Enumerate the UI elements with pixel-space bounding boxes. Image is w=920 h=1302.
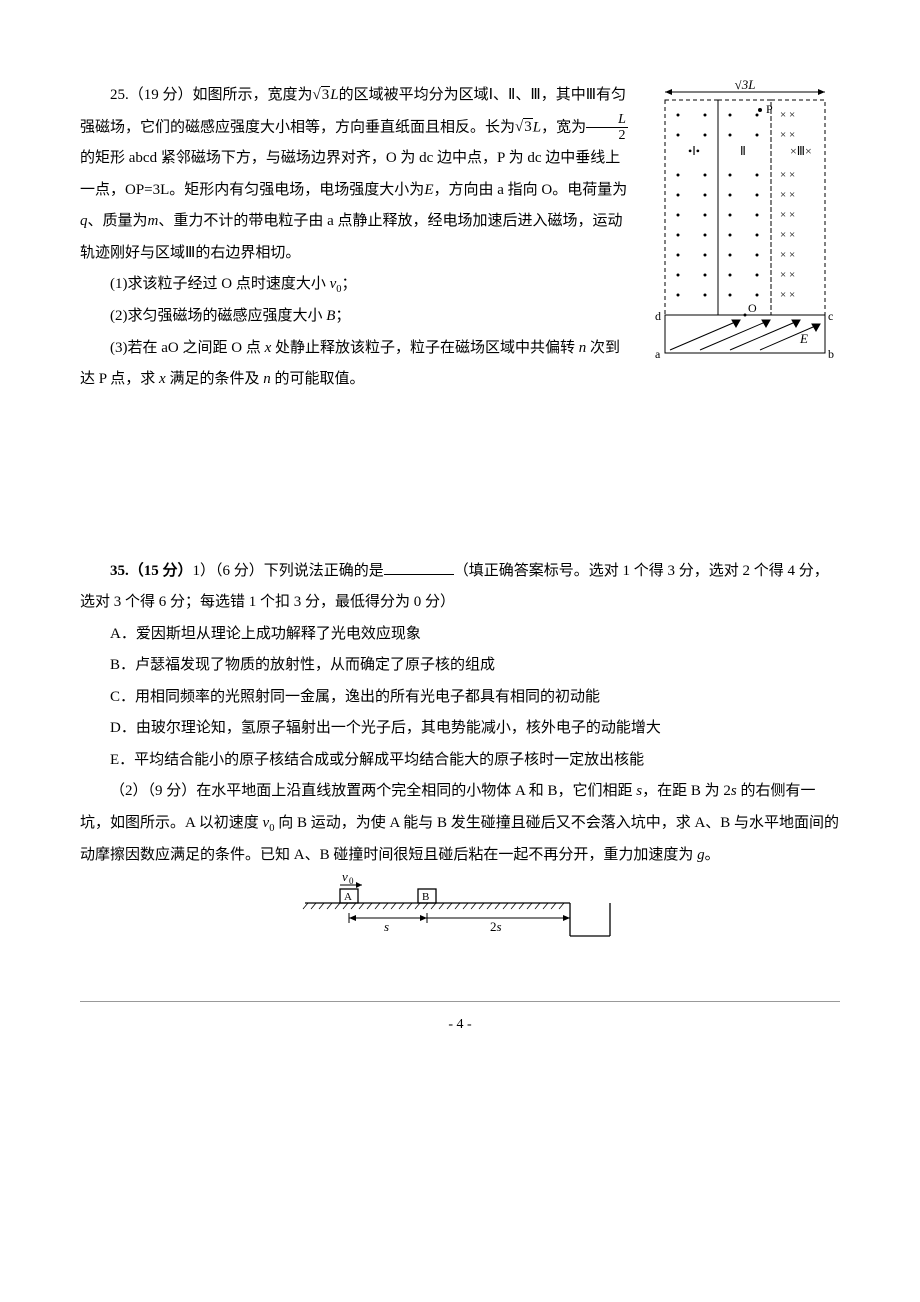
svg-text:× ×: × ×: [780, 209, 795, 221]
option-b: B．卢瑟福发现了物质的放射性，从而确定了原子核的组成: [110, 650, 840, 682]
svg-text:A: A: [344, 891, 352, 903]
option-d: D．由玻尔理论知，氢原子辐射出一个光子后，其电势能减小，核外电子的动能增大: [110, 713, 840, 745]
svg-text:a: a: [655, 347, 661, 361]
svg-text:Ⅱ: Ⅱ: [740, 144, 746, 158]
svg-text:O: O: [748, 301, 757, 315]
svg-text:d: d: [655, 309, 661, 323]
svg-text:× ×: × ×: [780, 129, 795, 141]
svg-text:s: s: [384, 919, 389, 934]
svg-text:×Ⅲ×: ×Ⅲ×: [790, 144, 812, 158]
svg-text:× ×: × ×: [780, 109, 795, 121]
svg-text:•Ⅰ•: •Ⅰ•: [688, 144, 700, 158]
svg-text:B: B: [422, 891, 429, 903]
option-c: C．用相同频率的光照射同一金属，逸出的所有光电子都具有相同的初动能: [110, 682, 840, 714]
option-e: E．平均结合能小的原子核结合成或分解成平均结合能大的原子核时一定放出核能: [110, 745, 840, 777]
svg-text:P: P: [766, 102, 773, 116]
q35-part1: 35.（15 分）1）（6 分）下列说法正确的是（填正确答案标号。选对 1 个得…: [80, 556, 840, 619]
svg-text:E: E: [799, 331, 808, 346]
svg-text:× ×: × ×: [780, 229, 795, 241]
q35-diagram: v 0 A B s 2s: [300, 871, 620, 941]
svg-text:b: b: [828, 347, 834, 361]
page-number: - 4 -: [80, 1010, 840, 1039]
svg-text:× ×: × ×: [780, 249, 795, 261]
q35-options: A．爱因斯坦从理论上成功解释了光电效应现象 B．卢瑟福发现了物质的放射性，从而确…: [110, 619, 840, 777]
svg-text:√3L: √3L: [735, 80, 756, 92]
svg-text:2s: 2s: [490, 919, 502, 934]
footer-divider: [80, 1001, 840, 1002]
svg-text:× ×: × ×: [780, 269, 795, 281]
q35-part2: （2）（9 分）在水平地面上沿直线放置两个完全相同的小物体 A 和 B，它们相距…: [80, 776, 840, 871]
answer-blank[interactable]: [384, 574, 454, 575]
q25-diagram: √3L P •Ⅰ• Ⅱ ×Ⅲ× × × × × × × × × × × × ×: [640, 80, 840, 370]
svg-text:c: c: [828, 309, 833, 323]
svg-text:v: v: [342, 871, 348, 884]
svg-text:× ×: × ×: [780, 169, 795, 181]
option-a: A．爱因斯坦从理论上成功解释了光电效应现象: [110, 619, 840, 651]
svg-text:× ×: × ×: [780, 289, 795, 301]
svg-text:× ×: × ×: [780, 189, 795, 201]
